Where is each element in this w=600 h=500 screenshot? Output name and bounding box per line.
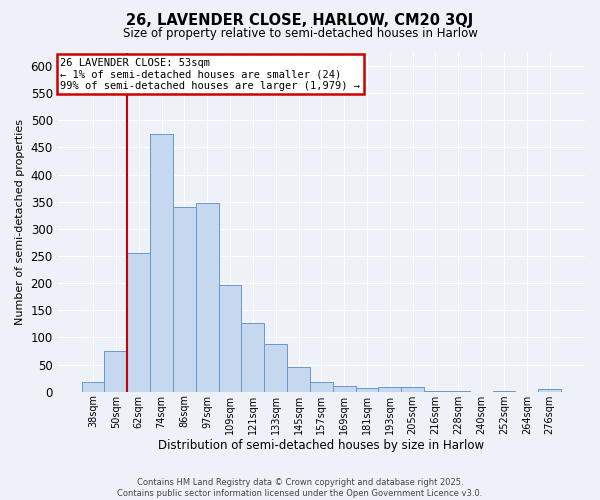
Text: Contains HM Land Registry data © Crown copyright and database right 2025.
Contai: Contains HM Land Registry data © Crown c…: [118, 478, 482, 498]
Bar: [447, 391, 470, 392]
Bar: [104, 351, 127, 392]
X-axis label: Distribution of semi-detached houses by size in Harlow: Distribution of semi-detached houses by …: [158, 440, 484, 452]
Bar: [82, 382, 104, 392]
Bar: [493, 391, 515, 392]
Bar: [287, 366, 310, 392]
Bar: [196, 204, 218, 392]
Bar: [310, 382, 333, 392]
Bar: [538, 389, 561, 392]
Bar: [127, 254, 150, 392]
Bar: [150, 134, 173, 392]
Text: 26 LAVENDER CLOSE: 53sqm
← 1% of semi-detached houses are smaller (24)
99% of se: 26 LAVENDER CLOSE: 53sqm ← 1% of semi-de…: [61, 58, 361, 91]
Bar: [356, 388, 379, 392]
Bar: [424, 391, 447, 392]
Bar: [264, 344, 287, 392]
Bar: [173, 207, 196, 392]
Bar: [218, 285, 241, 392]
Bar: [401, 387, 424, 392]
Bar: [379, 388, 401, 392]
Text: 26, LAVENDER CLOSE, HARLOW, CM20 3QJ: 26, LAVENDER CLOSE, HARLOW, CM20 3QJ: [127, 12, 473, 28]
Text: Size of property relative to semi-detached houses in Harlow: Size of property relative to semi-detach…: [122, 28, 478, 40]
Bar: [333, 386, 356, 392]
Bar: [241, 322, 264, 392]
Y-axis label: Number of semi-detached properties: Number of semi-detached properties: [15, 119, 25, 325]
